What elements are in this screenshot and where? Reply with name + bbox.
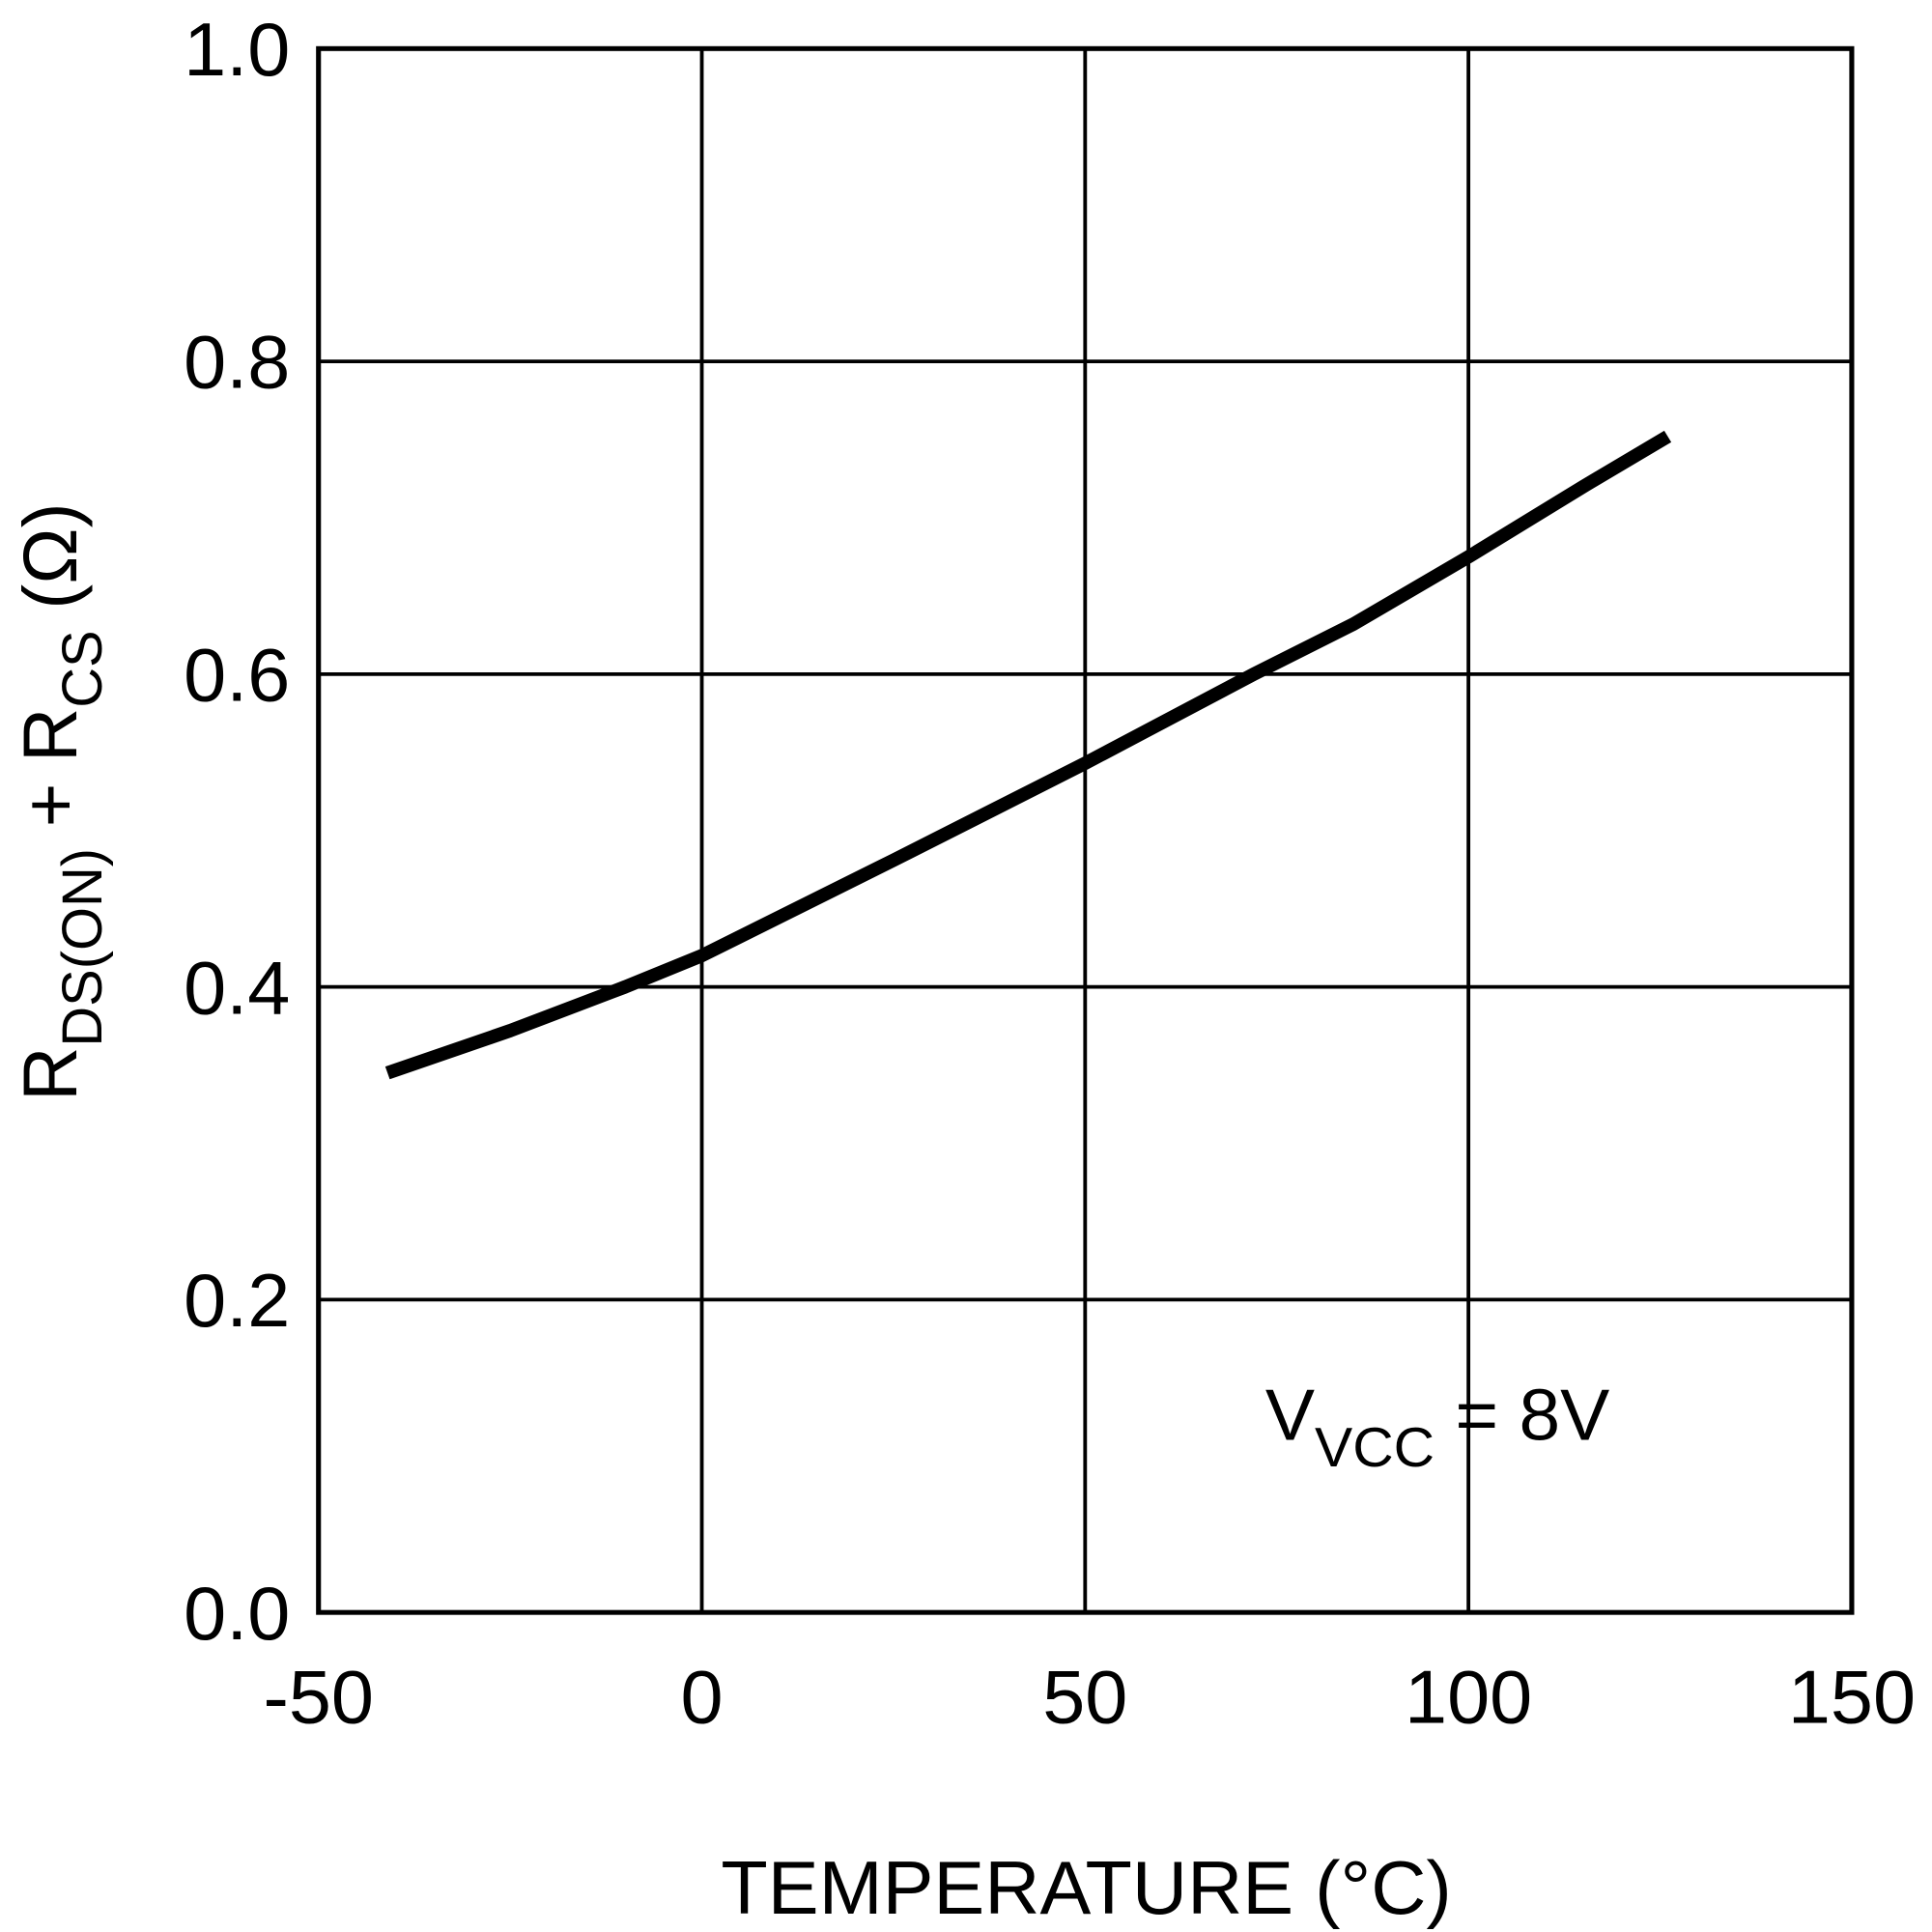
series (384, 430, 1672, 1080)
y-tick-label: 0.0 (184, 1571, 290, 1655)
x-tick-label: 50 (1042, 1655, 1127, 1739)
grid (316, 46, 1854, 1615)
x-tick-label: 0 (680, 1655, 723, 1739)
y-tick-label: 0.6 (184, 633, 290, 717)
y-tick-label: 0.4 (184, 946, 290, 1030)
y-tick-label: 1.0 (184, 8, 290, 92)
y-tick-label: 0.2 (184, 1259, 290, 1343)
plot-frame (316, 45, 1855, 1615)
y-axis-label: RDS(ON) + RCS (Ω) (8, 502, 114, 1100)
x-axis-label: TEMPERATURE (°C) (721, 1846, 1451, 1930)
x-tick-label: 150 (1788, 1655, 1916, 1739)
y-tick-label: 0.8 (184, 320, 290, 404)
series-line (384, 430, 1672, 1080)
tick-labels: -50 0 50 100 150 0.0 0.2 0.4 0.6 0.8 1.0 (184, 8, 1916, 1740)
x-tick-label: -50 (263, 1655, 374, 1739)
annotation: VVCC = 8V (1265, 1375, 1610, 1479)
x-tick-label: 100 (1405, 1655, 1532, 1739)
